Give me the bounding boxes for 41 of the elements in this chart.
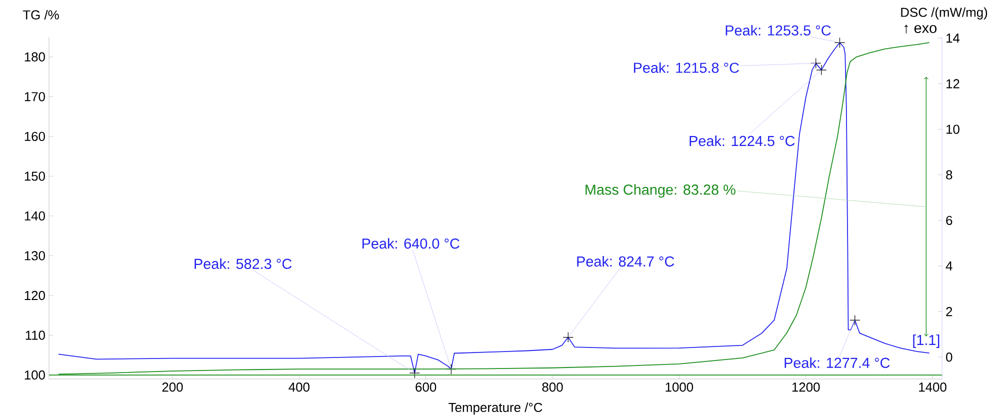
x-tick-label: 200 (162, 382, 183, 392)
y2-tick-label: 6 (946, 216, 952, 225)
annotation: Mass Change: 83.28 % (586, 184, 736, 198)
y-tick-label: 180 (24, 52, 45, 62)
y-tick-label: 140 (24, 211, 45, 221)
x-tick-label: 600 (416, 382, 436, 392)
y-tick-label: 150 (24, 172, 45, 181)
annotation: Peak: 1253.5 °C (726, 24, 831, 36)
annotation: Peak: 640.0 °C (362, 238, 460, 249)
y-tick-label: 130 (24, 251, 45, 260)
y-tick-label: 160 (24, 132, 45, 142)
point (850, 314, 860, 326)
y2-tick-label: 12 (946, 79, 960, 88)
y2-tick-label: 14 (946, 34, 960, 43)
annotation: [1.1] (913, 334, 940, 348)
annotation: Peak: 1277.4 °C (784, 357, 890, 368)
x-axis-title: Temperature /°C (448, 402, 542, 415)
x-tick-label: 1200 (792, 382, 820, 392)
y-tick-label: 120 (24, 290, 45, 300)
x-tick-label: 1000 (666, 382, 694, 392)
y2-tick-label: 0 (946, 352, 952, 362)
y2-tick-label: 4 (946, 262, 952, 270)
y2-axis-title: DSC /(mW/mg) (901, 7, 988, 20)
x-tick-label: 400 (288, 382, 310, 392)
y2-tick-label: 10 (946, 124, 960, 134)
y2-tick-label: 2 (946, 307, 952, 316)
y-tick-label: 100 (24, 370, 45, 380)
y-tick-label: 110 (26, 330, 45, 340)
point (409, 368, 420, 378)
annotation: Peak: 582.3 °C (194, 258, 292, 269)
point (834, 37, 846, 48)
y-tick-label: 170 (24, 92, 45, 102)
x-tick-label: 1400 (919, 382, 946, 392)
annotation: Peak: 1224.5 °C (690, 135, 795, 146)
annotation: Peak: 824.7 °C (577, 256, 674, 267)
point (562, 332, 574, 343)
y-axis-title: TG /% (22, 10, 59, 20)
x-tick-label: 800 (542, 382, 563, 392)
text: ↑ exo (904, 24, 936, 34)
y2-tick-label: 8 (946, 170, 952, 180)
annotation: Peak: 1215.8 °C (634, 62, 739, 73)
